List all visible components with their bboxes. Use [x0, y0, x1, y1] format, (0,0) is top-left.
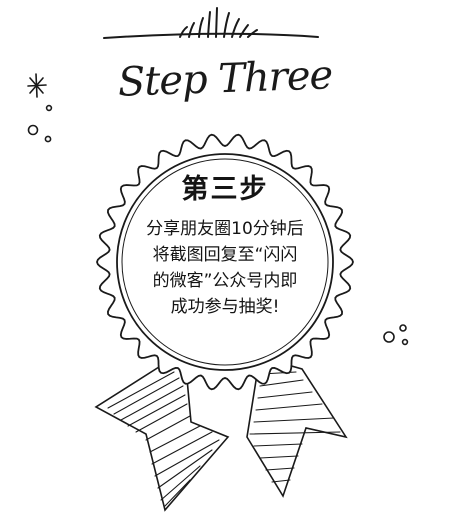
badge-line: 将截图回复至“闪闪 [152, 245, 298, 265]
sparkle-icon [27, 73, 47, 98]
badge-line: 成功参与抽奖! [170, 297, 280, 317]
ribbon-icon [94, 359, 348, 512]
badge-heading: 第三步 [181, 174, 269, 205]
badge-instructions: 分享朋友圈10分钟后 将截图回复至“闪闪 的微客”公众号内即 成功参与抽奖! [110, 216, 340, 320]
sunburst-icon [103, 7, 319, 39]
badge-line: 分享朋友圈10分钟后 [146, 219, 304, 239]
rosette-icon [96, 133, 354, 391]
dots-icon [27, 104, 409, 346]
badge-line: 的微客”公众号内即 [152, 271, 298, 291]
